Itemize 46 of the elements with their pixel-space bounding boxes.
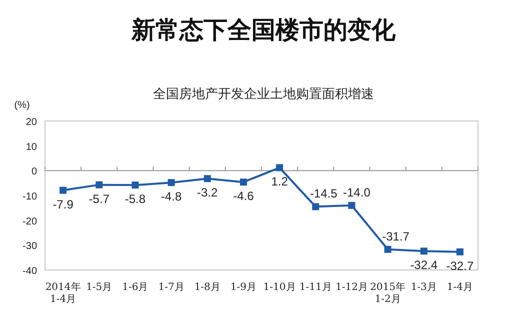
y-tick-label: 10 [26, 142, 38, 153]
data-label: -5.7 [88, 192, 110, 206]
data-label: -5.8 [124, 192, 146, 206]
y-tick-label: 20 [26, 117, 38, 128]
data-label: -32.7 [446, 258, 474, 273]
x-tick-label: 1-6月 [122, 282, 148, 293]
point [384, 246, 392, 253]
y-tick-label: -30 [22, 241, 38, 252]
point [240, 178, 247, 186]
x-tick-label: 2014年 1-4月 [45, 281, 81, 305]
x-tick-label: 1-10月 [263, 282, 296, 293]
x-tick-label: 1-12月 [335, 282, 368, 293]
chart-subtitle: 全国房地产开发企业土地购置面积增速 [153, 86, 374, 101]
point [312, 203, 320, 210]
data-label: -3.2 [197, 186, 218, 200]
data-label: -14.0 [343, 185, 371, 200]
point [276, 164, 284, 172]
point [168, 179, 175, 186]
point [420, 248, 428, 255]
x-tick-label: 1-4月 [446, 282, 474, 293]
data-label: -4.6 [233, 189, 254, 204]
y-tick-label: -10 [22, 192, 38, 202]
chart-title: 新常态下全国楼市的变化 [130, 17, 396, 44]
data-label: -32.4 [410, 258, 438, 272]
data-label: 1.2 [271, 174, 288, 189]
x-tick-label: 1-9月 [230, 282, 257, 293]
y-tick-label: 0 [31, 166, 38, 178]
data-label: -14.5 [310, 186, 338, 201]
point [348, 202, 356, 209]
point [60, 186, 67, 194]
point [96, 181, 103, 188]
x-tick-label: 1-3月 [410, 282, 437, 293]
x-tick-label: 1-5月 [86, 282, 112, 293]
point [132, 182, 139, 189]
point [204, 175, 211, 182]
x-tick-label: 1-7月 [158, 282, 184, 293]
x-tick-label: 1-8月 [194, 282, 220, 293]
point [456, 248, 464, 256]
x-tick-label: 1-11月 [299, 282, 332, 293]
data-label: -4.8 [160, 190, 182, 204]
y-tick-label: -40 [22, 266, 38, 277]
x-tick-label: 2015年 1-2月 [370, 281, 406, 305]
data-label: -31.7 [382, 229, 410, 244]
data-label: -7.9 [52, 197, 74, 212]
y-axis-title: (%) [14, 100, 30, 111]
y-tick-label: -20 [22, 216, 38, 228]
